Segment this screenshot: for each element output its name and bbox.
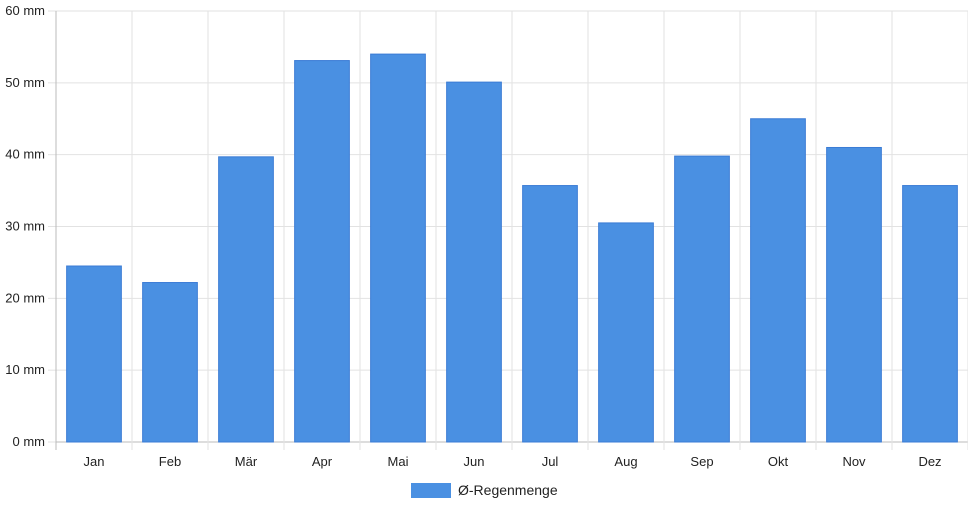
x-tick-label: Jun [464, 454, 485, 469]
bar-Jul[interactable] [522, 185, 578, 443]
x-tick-label: Jul [542, 454, 559, 469]
x-tick-label: Dez [918, 454, 941, 469]
y-tick-label: 10 mm [5, 362, 45, 377]
bar-Nov[interactable] [826, 146, 882, 443]
bar-Feb[interactable] [142, 282, 198, 443]
x-tick-label: Jan [84, 454, 105, 469]
x-tick-label: Okt [768, 454, 789, 469]
x-axis-ticks: Jan Feb Mär Apr Mai Jun Jul Aug Sep Okt Nov Dez [84, 454, 942, 469]
y-tick-label: 30 mm [5, 219, 45, 234]
bar-Jan[interactable] [66, 265, 122, 443]
bar-Jun[interactable] [446, 81, 502, 443]
x-tick-label: Mär [235, 454, 258, 469]
bar-Aug[interactable] [598, 222, 654, 443]
y-axis-ticks: 0 mm 10 mm 20 mm 30 mm 40 mm 50 mm 60 mm [5, 3, 45, 449]
bar-Mai[interactable] [370, 53, 426, 443]
y-tick-label: 50 mm [5, 75, 45, 90]
legend-swatch[interactable] [411, 483, 451, 498]
bar-Apr[interactable] [294, 60, 350, 443]
bar-Dez[interactable] [902, 185, 958, 443]
x-tick-label: Sep [690, 454, 713, 469]
legend[interactable]: Ø-Regenmenge [411, 482, 558, 498]
grid-lines [48, 10, 968, 450]
x-tick-label: Aug [614, 454, 637, 469]
y-tick-label: 20 mm [5, 290, 45, 305]
y-tick-label: 0 mm [13, 434, 46, 449]
x-tick-label: Feb [159, 454, 181, 469]
bar-series [66, 53, 958, 443]
bar-Mär[interactable] [218, 156, 274, 443]
x-tick-label: Nov [842, 454, 866, 469]
legend-label[interactable]: Ø-Regenmenge [458, 482, 558, 498]
bar-Okt[interactable] [750, 118, 806, 443]
x-tick-label: Apr [312, 454, 333, 469]
y-tick-label: 60 mm [5, 3, 45, 18]
y-tick-label: 40 mm [5, 147, 45, 162]
bar-Sep[interactable] [674, 155, 730, 443]
x-tick-label: Mai [388, 454, 409, 469]
